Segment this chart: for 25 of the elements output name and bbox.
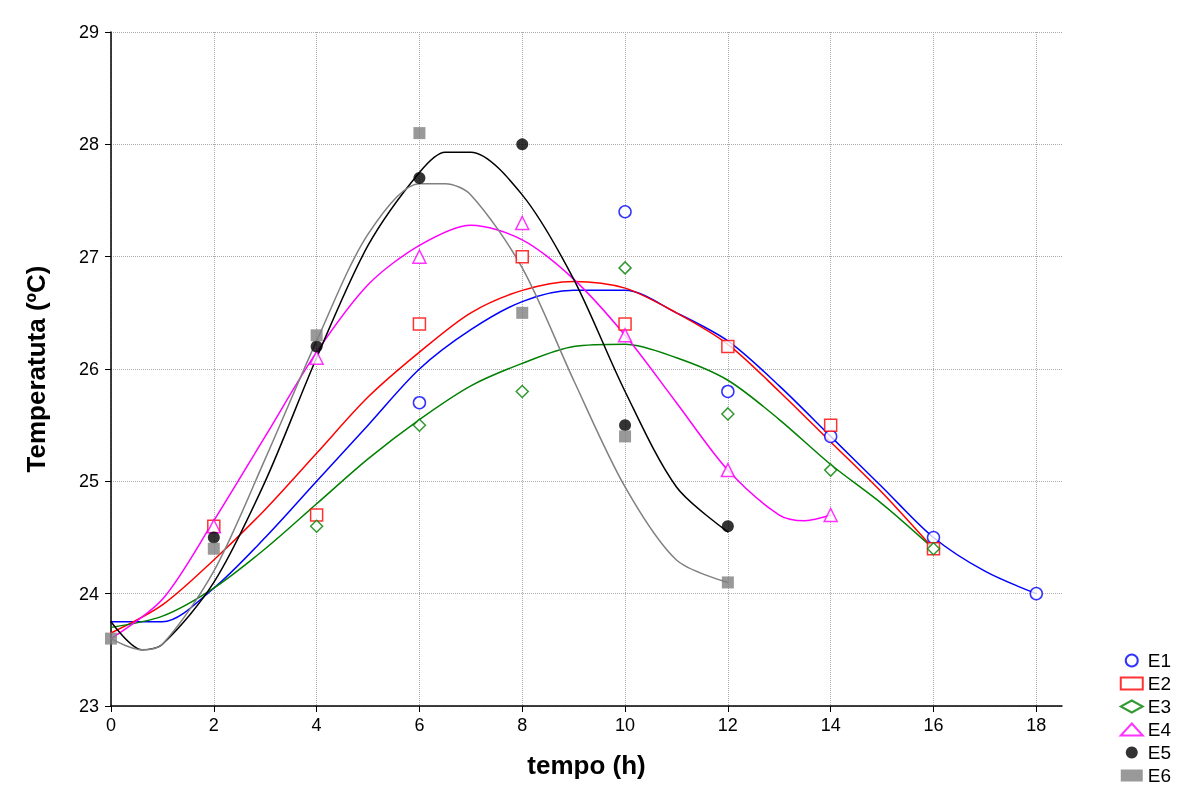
x-tick-label: 16 [923, 715, 944, 735]
legend-label: E2 [1147, 673, 1172, 694]
legend-label: E1 [1147, 650, 1172, 671]
x-tick-label: 2 [208, 715, 219, 735]
legend-label: E3 [1147, 696, 1172, 717]
y-tick-label: 24 [78, 583, 99, 604]
y-tick-label: 25 [78, 471, 99, 492]
x-tick-label: 8 [517, 715, 528, 735]
x-tick-label: 10 [615, 715, 636, 735]
y-tick-label: 28 [78, 134, 99, 155]
x-axis-title: tempo (h) [527, 750, 646, 780]
x-tick-label: 18 [1026, 715, 1047, 735]
legend-label: E4 [1147, 719, 1172, 740]
y-axis-title: Temperatuta (ºC) [21, 265, 51, 473]
legend-label: E6 [1147, 765, 1172, 786]
x-tick-label: 6 [414, 715, 425, 735]
legend-label: E5 [1147, 742, 1172, 763]
y-tick-label: 27 [78, 246, 99, 267]
x-tick-label: 14 [820, 715, 841, 735]
y-tick-label: 29 [78, 22, 99, 42]
x-tick-label: 4 [311, 715, 322, 735]
y-tick-label: 26 [78, 359, 99, 379]
y-tick-label: 23 [78, 696, 99, 716]
x-tick-label: 0 [105, 715, 117, 735]
x-tick-label: 12 [717, 715, 738, 735]
